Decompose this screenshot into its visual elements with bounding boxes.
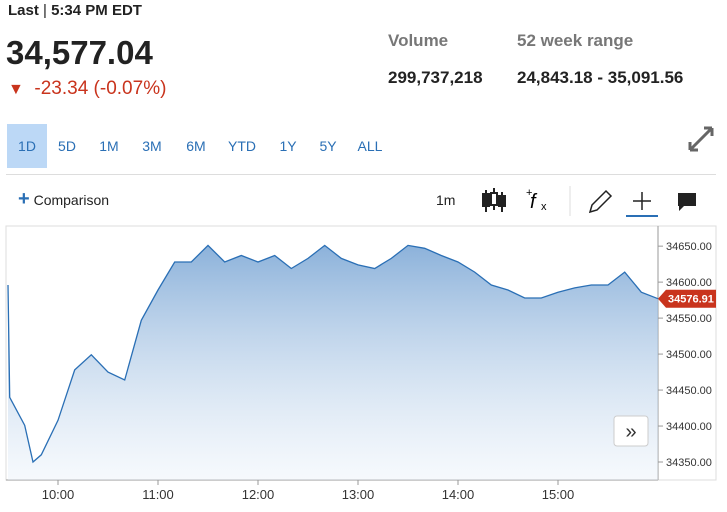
range-tab[interactable]: 5Y — [319, 138, 337, 154]
range-tab[interactable]: 5D — [58, 138, 76, 154]
last-price-label: 34576.91 — [668, 294, 714, 306]
stat-value: 299,737,218 — [388, 68, 483, 87]
scroll-icon: » — [625, 421, 636, 443]
range-tab[interactable]: 6M — [186, 138, 206, 154]
range-tab[interactable]: 1D — [7, 124, 47, 168]
time: 5:34 PM EDT — [51, 2, 142, 19]
y-tick-label: 34500.00 — [666, 349, 712, 361]
crosshair-icon[interactable] — [633, 192, 651, 210]
y-tick-label: 34550.00 — [666, 313, 712, 325]
stat-value: 24,843.18 - 35,091.56 — [517, 68, 684, 87]
x-tick-label: 15:00 — [542, 487, 575, 502]
last-label: Last — [8, 2, 39, 19]
interval-button[interactable]: 1m — [436, 192, 456, 208]
area — [8, 245, 658, 480]
expand-icon[interactable] — [686, 124, 716, 154]
divider — [6, 174, 716, 175]
last-time: Last | 5:34 PM EDT — [8, 2, 142, 19]
function-icon: + — [526, 187, 532, 199]
price-line — [7, 244, 659, 464]
function-icon: x — [541, 201, 547, 213]
range-tab[interactable]: ALL — [357, 138, 383, 154]
y-tick-label: 34600.00 — [666, 277, 712, 289]
range-tab[interactable]: 1M — [99, 138, 119, 154]
stat-label: 52 week range — [517, 31, 634, 50]
x-tick-label: 11:00 — [142, 487, 174, 502]
y-tick-label: 34350.00 — [666, 457, 712, 469]
y-tick-label: 34650.00 — [666, 241, 712, 253]
comparison-label: Comparison — [33, 192, 110, 208]
toolbar-icons: f+ x — [482, 186, 696, 217]
price: 34,577.04 — [6, 34, 153, 71]
stat-label: Volume — [388, 31, 449, 50]
range-tab[interactable]: 1Y — [279, 138, 297, 154]
candle-icon[interactable] — [482, 188, 506, 212]
range-tab[interactable]: YTD — [228, 138, 256, 154]
change: -23.34 (-0.07%) — [34, 78, 167, 99]
function-icon[interactable]: f — [530, 191, 538, 213]
x-tick-label: 10:00 — [42, 487, 75, 502]
scroll-button[interactable] — [613, 415, 649, 447]
range-tab[interactable]: 3M — [142, 138, 162, 154]
x-tick-label: 14:00 — [442, 487, 475, 502]
draw-icon[interactable] — [588, 189, 613, 214]
comparison-button[interactable]: + Comparison — [18, 188, 110, 210]
y-tick-label: 34400.00 — [666, 421, 712, 433]
last-price-badge — [658, 289, 716, 308]
x-tick-label: 13:00 — [342, 487, 375, 502]
x-tick-label: 12:00 — [242, 487, 275, 502]
change-row: ▼ -23.34 (-0.07%) — [8, 78, 167, 99]
note-icon[interactable] — [678, 193, 696, 211]
y-tick-label: 34450.00 — [666, 385, 712, 397]
